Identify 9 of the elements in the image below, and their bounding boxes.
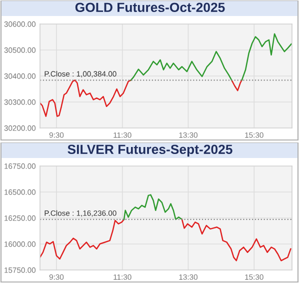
line-series <box>241 33 292 81</box>
line-series <box>40 80 132 117</box>
chart-title: SILVER Futures-Sept-2025 <box>68 144 232 157</box>
line-series <box>123 194 183 220</box>
chart-title: GOLD Futures-Oct-2025 <box>75 2 225 12</box>
line-series <box>181 218 292 262</box>
line-series <box>130 50 233 82</box>
line-series <box>231 79 243 92</box>
line-series <box>40 218 125 260</box>
